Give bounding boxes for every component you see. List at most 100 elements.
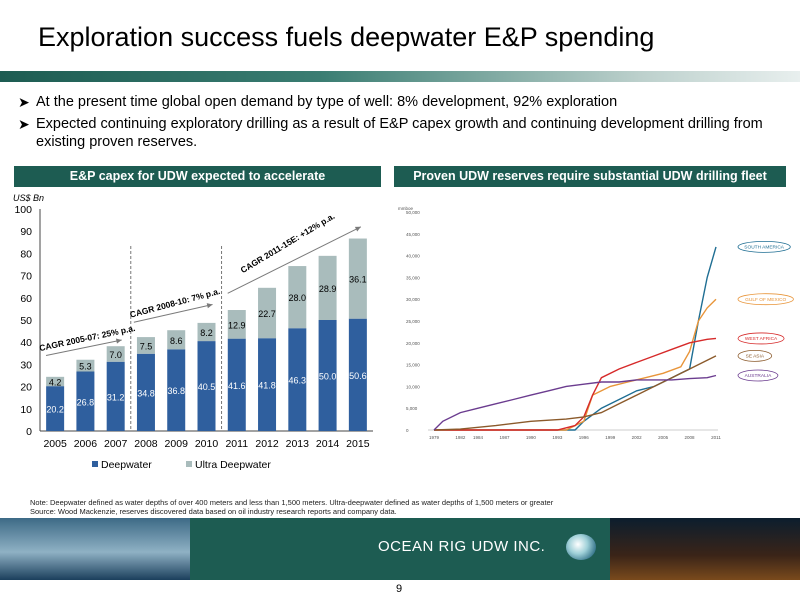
series-line [433, 355, 717, 431]
x-tick-label: 1982 [455, 435, 466, 440]
bar-deepwater [167, 349, 186, 431]
x-tick-label: 2008 [685, 435, 696, 440]
data-label-deepwater: 36.8 [167, 386, 185, 396]
x-tick-label: 1984 [473, 435, 484, 440]
bar-deepwater [288, 328, 307, 431]
data-label-ultra-deepwater: 8.2 [200, 328, 213, 338]
y-tick-label: 20,000 [406, 341, 420, 346]
bar-ultra-deepwater [46, 376, 65, 387]
data-label-ultra-deepwater: 36.1 [349, 275, 367, 285]
legend-swatch-ultra-deepwater [186, 461, 192, 467]
series-label-bubble [737, 369, 779, 382]
y-tick-label: 5,000 [406, 406, 418, 411]
page-number: 9 [396, 583, 403, 595]
x-tick-label: 1999 [605, 435, 616, 440]
series-label: WEST AFRICA [745, 336, 778, 342]
data-label-deepwater: 20.2 [46, 405, 64, 415]
y-tick-label: 30 [20, 359, 32, 371]
cagr-arrow-head [354, 226, 361, 232]
page-title: Exploration success fuels deepwater E&P … [38, 22, 655, 52]
bar-ultra-deepwater [348, 238, 367, 319]
capex-bar-chart: US$ Bn 0 10 20 30 40 50 60 70 80 90 100 20.2 4.2 2005 2… [13, 193, 373, 471]
bar-ultra-deepwater [76, 359, 95, 372]
y-tick-label: 10 [20, 404, 32, 416]
y-tick-label: 40,000 [406, 254, 420, 259]
bar-ultra-deepwater [227, 310, 246, 339]
y-axis-label: mmboe [398, 206, 414, 211]
cagr-arrow-line [227, 226, 362, 294]
bar-ultra-deepwater [318, 255, 337, 320]
x-tick-label: 1990 [526, 435, 537, 440]
series-label-bubble [737, 293, 794, 306]
bar-ultra-deepwater [106, 346, 125, 362]
cagr-arrow-line [45, 339, 122, 357]
x-tick-label: 2009 [165, 438, 189, 450]
data-label-deepwater: 50.0 [319, 372, 337, 382]
bar-ultra-deepwater [258, 287, 277, 339]
bullet-text: At the present time global open demand b… [36, 94, 618, 110]
series-line [434, 246, 717, 431]
left-panel-title: E&P capex for UDW expected to accelerate [14, 166, 381, 187]
bar-deepwater [197, 341, 216, 431]
y-tick-label: 100 [14, 204, 32, 216]
legend-swatch-deepwater [92, 461, 98, 467]
right-panel-title: Proven UDW reserves require substantial … [394, 166, 786, 187]
x-tick-label: 2012 [255, 438, 279, 450]
series-label: AUSTRALIA [745, 373, 772, 379]
bar-deepwater [348, 318, 367, 431]
cagr-arrow-head [206, 303, 213, 309]
legend-label-ultra-deepwater: Ultra Deepwater [195, 459, 271, 471]
bar-ultra-deepwater [197, 322, 216, 342]
bullet-item: ➤ At the present time global open demand… [18, 93, 788, 111]
x-tick-label: 1987 [499, 435, 510, 440]
series-line [434, 337, 717, 431]
bar-deepwater [318, 320, 337, 431]
data-label-ultra-deepwater: 8.6 [170, 336, 183, 346]
series-label: SE ASIA [746, 354, 765, 360]
data-label-ultra-deepwater: 28.0 [289, 293, 307, 303]
y-tick-label: 60 [20, 293, 32, 305]
cagr-annotation: CAGR 2008-10: 7% p.a. [129, 286, 221, 320]
bar-deepwater [106, 361, 125, 431]
x-tick-label: 1993 [552, 435, 563, 440]
data-label-deepwater: 31.2 [107, 392, 125, 402]
cagr-arrow-line [133, 303, 213, 323]
x-tick-label: 2008 [134, 438, 158, 450]
y-tick-label: 0 [26, 426, 32, 438]
x-tick-label: 2005 [658, 435, 669, 440]
rig-photo [610, 518, 800, 580]
series-label-bubble [737, 332, 785, 345]
data-label-deepwater: 50.6 [349, 371, 367, 381]
data-label-ultra-deepwater: 28.9 [319, 284, 337, 294]
x-tick-label: 2005 [43, 438, 67, 450]
x-tick-label: 2011 [225, 438, 248, 450]
footnote: Note: Deepwater defined as water depths … [30, 498, 553, 516]
bullet-text: Expected continuing exploratory drilling… [36, 116, 763, 150]
x-tick-label: 2011 [711, 435, 721, 440]
x-tick-label: 1996 [579, 435, 590, 440]
series-label: SOUTH AMERICA [744, 245, 785, 251]
bar-ultra-deepwater [167, 330, 186, 350]
series-label: GULF OF MEXICO [745, 297, 786, 303]
footnote-source: Source: Wood Mackenzie, reserves discove… [30, 507, 397, 516]
bar-deepwater [258, 338, 277, 431]
x-tick-label: 2015 [346, 438, 370, 450]
y-tick-label: 20 [20, 382, 32, 394]
company-name: OCEAN RIG UDW INC. [378, 538, 546, 555]
x-tick-label: 2014 [316, 438, 340, 450]
bar-ultra-deepwater [136, 337, 155, 354]
bullet-item: ➤ Expected continuing exploratory drilli… [18, 115, 788, 151]
y-tick-label: 80 [20, 248, 32, 260]
y-tick-label: 15,000 [406, 363, 420, 368]
data-label-deepwater: 46.3 [289, 376, 307, 386]
data-label-deepwater: 34.8 [137, 388, 155, 398]
y-tick-label: 25,000 [406, 319, 420, 324]
y-tick-label: 0 [406, 428, 409, 433]
data-label-deepwater: 26.8 [77, 397, 95, 407]
series-line [433, 374, 717, 431]
y-tick-label: 50,000 [406, 210, 420, 215]
data-label-deepwater: 41.8 [258, 381, 276, 391]
y-tick-label: 10,000 [406, 384, 420, 389]
y-tick-label: 70 [20, 271, 32, 283]
bar-deepwater [46, 386, 65, 431]
